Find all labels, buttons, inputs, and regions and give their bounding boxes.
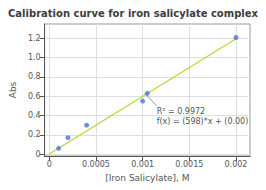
svg-text:0.8: 0.8	[28, 72, 41, 81]
svg-text:0.001: 0.001	[131, 160, 154, 169]
svg-text:0: 0	[36, 150, 41, 159]
svg-text:1.2: 1.2	[28, 34, 41, 43]
svg-text:Abs: Abs	[8, 81, 18, 98]
svg-text:R² = 0.9972: R² = 0.9972	[157, 107, 206, 116]
svg-text:0.002: 0.002	[225, 160, 248, 169]
svg-text:[Iron Salicylate], M: [Iron Salicylate], M	[105, 173, 189, 183]
svg-text:0.0015: 0.0015	[175, 160, 203, 169]
svg-text:0.4: 0.4	[28, 111, 41, 120]
svg-text:Calibration curve for iron sal: Calibration curve for iron salicylate co…	[8, 8, 258, 19]
svg-text:0.0005: 0.0005	[82, 160, 110, 169]
svg-text:0: 0	[47, 160, 52, 169]
svg-text:f(x) = (598)*x + (0.00): f(x) = (598)*x + (0.00)	[157, 117, 249, 126]
svg-text:1.0: 1.0	[28, 53, 41, 62]
svg-text:0.2: 0.2	[28, 130, 41, 139]
svg-text:0.6: 0.6	[28, 92, 41, 101]
